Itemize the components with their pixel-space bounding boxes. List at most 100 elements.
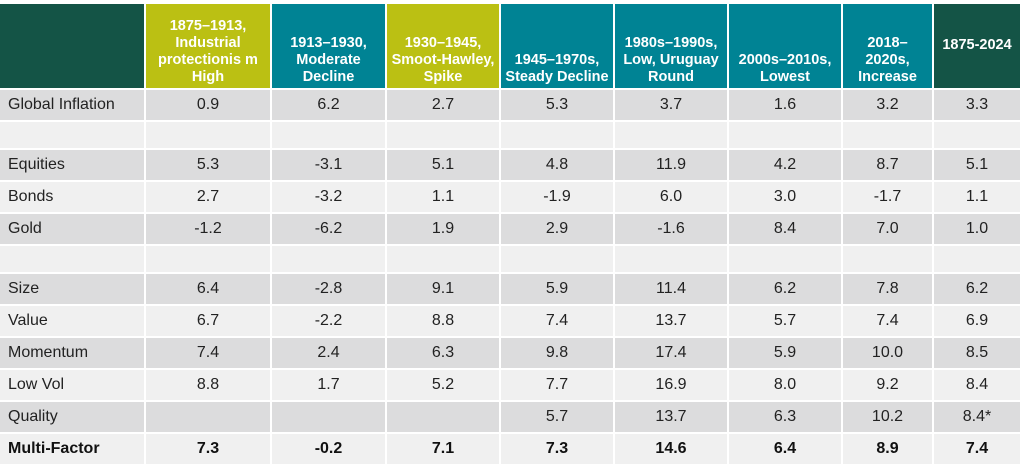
value-cell xyxy=(615,122,727,148)
value-cell xyxy=(146,122,270,148)
value-cell: 7.3 xyxy=(146,434,270,464)
value-cell: 5.1 xyxy=(934,150,1020,180)
value-cell: 9.2 xyxy=(843,370,932,400)
value-cell: 10.0 xyxy=(843,338,932,368)
value-cell xyxy=(146,402,270,432)
value-cell: 10.2 xyxy=(843,402,932,432)
value-cell: 1.1 xyxy=(387,182,499,212)
value-cell: 9.1 xyxy=(387,274,499,304)
value-cell: 3.3 xyxy=(934,90,1020,120)
value-cell: 3.0 xyxy=(729,182,841,212)
value-cell: 7.7 xyxy=(501,370,613,400)
value-cell xyxy=(843,246,932,272)
value-cell: 7.3 xyxy=(501,434,613,464)
value-cell: 8.9 xyxy=(843,434,932,464)
value-cell: 5.9 xyxy=(729,338,841,368)
header-corner xyxy=(0,4,144,88)
table-row-size: Size 6.4 -2.8 9.1 5.9 11.4 6.2 7.8 6.2 xyxy=(0,274,1020,304)
table-body: Global Inflation 0.9 6.2 2.7 5.3 3.7 1.6 3.2 3.3… xyxy=(0,90,1020,464)
value-cell: 5.7 xyxy=(729,306,841,336)
row-label: Quality xyxy=(0,402,144,432)
value-cell xyxy=(272,122,385,148)
value-cell: 7.4 xyxy=(146,338,270,368)
value-cell xyxy=(934,246,1020,272)
row-label: Size xyxy=(0,274,144,304)
value-cell: 7.8 xyxy=(843,274,932,304)
value-cell xyxy=(387,122,499,148)
value-cell: 8.0 xyxy=(729,370,841,400)
value-cell: 2.7 xyxy=(146,182,270,212)
table-row-gold: Gold -1.2 -6.2 1.9 2.9 -1.6 8.4 7.0 1.0 xyxy=(0,214,1020,244)
value-cell: 6.0 xyxy=(615,182,727,212)
spacer-row xyxy=(0,122,1020,148)
value-cell: 0.9 xyxy=(146,90,270,120)
spacer-row xyxy=(0,246,1020,272)
value-cell: 1.6 xyxy=(729,90,841,120)
row-label xyxy=(0,122,144,148)
value-cell xyxy=(729,246,841,272)
value-cell: 8.8 xyxy=(146,370,270,400)
table-row-momentum: Momentum 7.4 2.4 6.3 9.8 17.4 5.9 10.0 8.5 xyxy=(0,338,1020,368)
value-cell: 6.4 xyxy=(146,274,270,304)
value-cell: 6.2 xyxy=(729,274,841,304)
value-cell: 6.2 xyxy=(934,274,1020,304)
value-cell: 8.7 xyxy=(843,150,932,180)
table-row-bonds: Bonds 2.7 -3.2 1.1 -1.9 6.0 3.0 -1.7 1.1 xyxy=(0,182,1020,212)
value-cell: 8.5 xyxy=(934,338,1020,368)
value-cell: 16.9 xyxy=(615,370,727,400)
table-row-equities: Equities 5.3 -3.1 5.1 4.8 11.9 4.2 8.7 5.1 xyxy=(0,150,1020,180)
table-row-multi-factor: Multi-Factor 7.3 -0.2 7.1 7.3 14.6 6.4 8.9 7.4 xyxy=(0,434,1020,464)
value-cell: -1.2 xyxy=(146,214,270,244)
value-cell: -0.2 xyxy=(272,434,385,464)
value-cell xyxy=(146,246,270,272)
value-cell: 5.9 xyxy=(501,274,613,304)
row-label: Global Inflation xyxy=(0,90,144,120)
value-cell: 7.4 xyxy=(843,306,932,336)
column-header: 1945–1970s, Steady Decline xyxy=(501,4,613,88)
value-cell: 2.7 xyxy=(387,90,499,120)
value-cell: 9.8 xyxy=(501,338,613,368)
row-label: Low Vol xyxy=(0,370,144,400)
value-cell: 6.2 xyxy=(272,90,385,120)
value-cell: 5.3 xyxy=(146,150,270,180)
value-cell: 13.7 xyxy=(615,306,727,336)
column-header: 2000s–2010s, Lowest xyxy=(729,4,841,88)
value-cell: 6.3 xyxy=(729,402,841,432)
value-cell xyxy=(729,122,841,148)
value-cell: -1.9 xyxy=(501,182,613,212)
value-cell: 11.9 xyxy=(615,150,727,180)
value-cell: 3.2 xyxy=(843,90,932,120)
value-cell xyxy=(843,122,932,148)
row-label: Value xyxy=(0,306,144,336)
value-cell: 5.1 xyxy=(387,150,499,180)
value-cell xyxy=(934,122,1020,148)
value-cell: -2.8 xyxy=(272,274,385,304)
column-header: 1980s–1990s, Low, Uruguay Round xyxy=(615,4,727,88)
value-cell: -3.2 xyxy=(272,182,385,212)
value-cell: -6.2 xyxy=(272,214,385,244)
value-cell: 5.7 xyxy=(501,402,613,432)
value-cell: 7.0 xyxy=(843,214,932,244)
value-cell: -3.1 xyxy=(272,150,385,180)
value-cell: -1.6 xyxy=(615,214,727,244)
value-cell: 13.7 xyxy=(615,402,727,432)
row-label xyxy=(0,246,144,272)
table-row-global-inflation: Global Inflation 0.9 6.2 2.7 5.3 3.7 1.6 3.2 3.3 xyxy=(0,90,1020,120)
value-cell: 1.0 xyxy=(934,214,1020,244)
value-cell: 8.8 xyxy=(387,306,499,336)
row-label: Bonds xyxy=(0,182,144,212)
value-cell: 7.1 xyxy=(387,434,499,464)
column-header: 2018–2020s, Increase xyxy=(843,4,932,88)
value-cell: 7.4 xyxy=(934,434,1020,464)
value-cell: 2.4 xyxy=(272,338,385,368)
header-row: 1875–1913, Industrial protectionis m Hig… xyxy=(0,4,1020,88)
value-cell: -1.7 xyxy=(843,182,932,212)
value-cell xyxy=(501,122,613,148)
value-cell xyxy=(615,246,727,272)
value-cell xyxy=(501,246,613,272)
value-cell: 4.8 xyxy=(501,150,613,180)
value-cell: 1.1 xyxy=(934,182,1020,212)
value-cell: 1.9 xyxy=(387,214,499,244)
value-cell xyxy=(272,246,385,272)
